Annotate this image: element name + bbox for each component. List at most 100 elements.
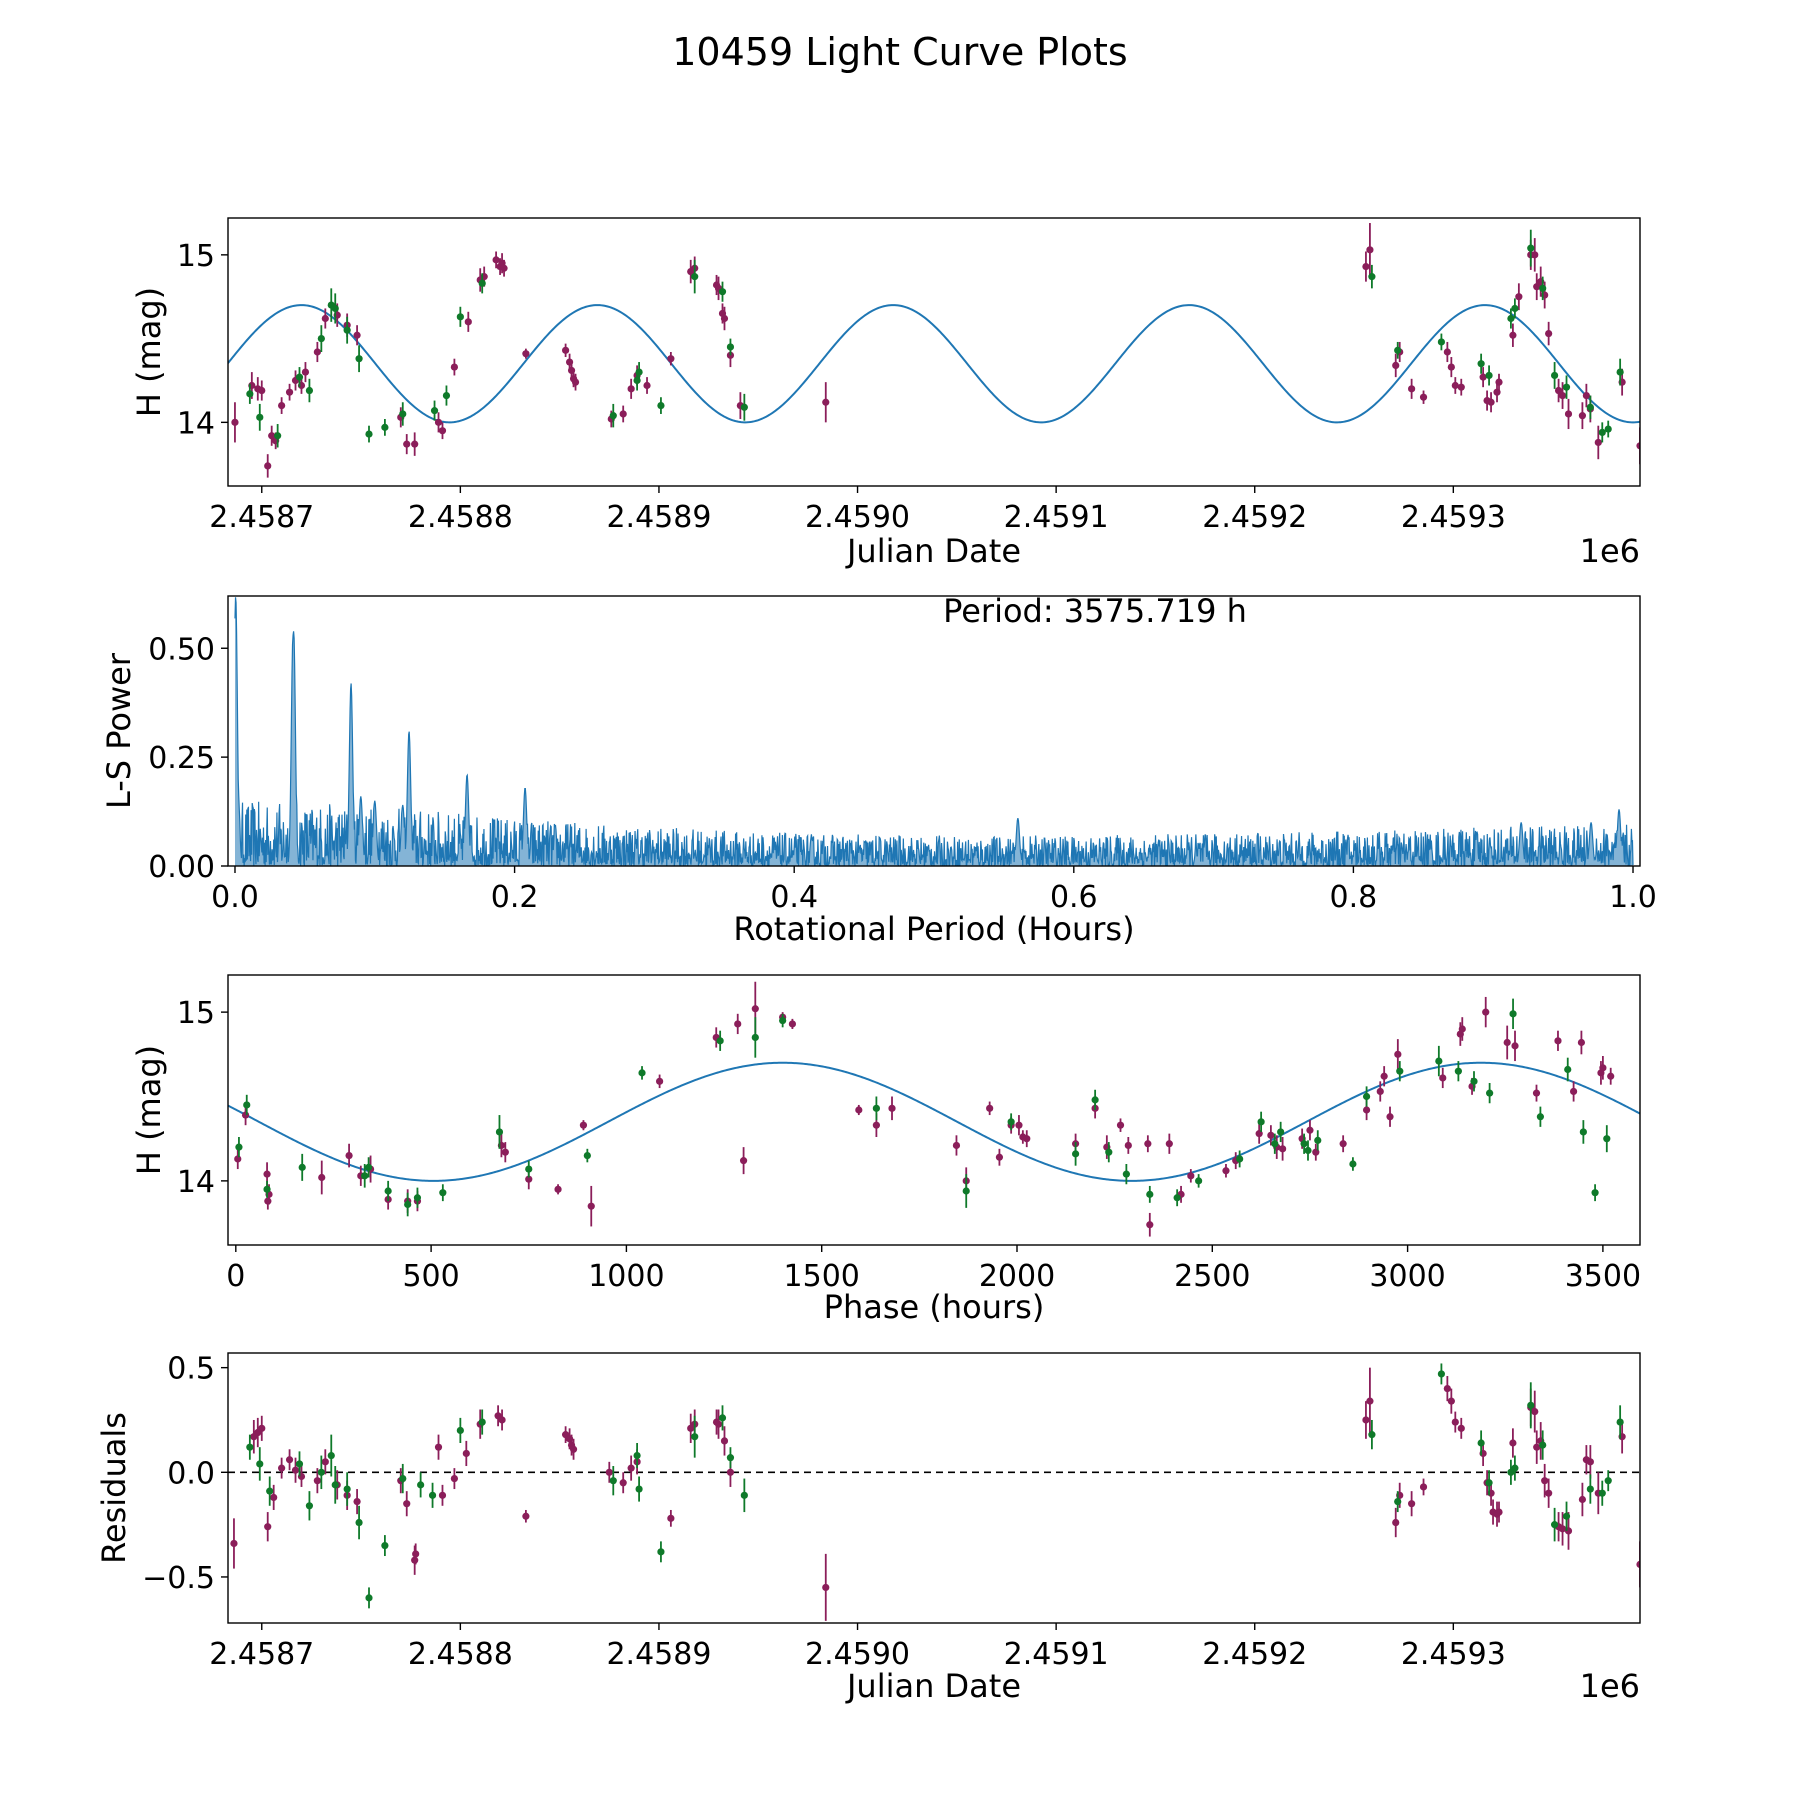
- lightcurve-point: [635, 368, 643, 376]
- residuals-ytick-label: −0.5: [142, 1561, 215, 1596]
- lightcurve-point: [822, 398, 830, 406]
- residuals-point: [1447, 1397, 1455, 1405]
- lightcurve-point: [1392, 361, 1400, 369]
- lightcurve-point: [1551, 371, 1559, 380]
- lightcurve-point: [1598, 428, 1606, 436]
- residuals-point: [522, 1512, 530, 1520]
- phased-point: [263, 1170, 271, 1178]
- lightcurve-ytick-label: 15: [177, 239, 215, 274]
- residuals-point: [1443, 1384, 1451, 1393]
- residuals-xtick-label: 2.4590: [805, 1637, 910, 1672]
- residuals-point: [258, 1424, 266, 1432]
- lightcurve-point: [571, 378, 580, 386]
- phased-point: [1105, 1148, 1113, 1156]
- phased-point: [1599, 1064, 1607, 1072]
- lightcurve-point: [1437, 338, 1446, 346]
- lightcurve-xtick-label: 2.4589: [606, 500, 711, 535]
- residuals-point: [1551, 1521, 1559, 1529]
- residuals-point: [1392, 1518, 1400, 1527]
- phased-point: [1195, 1177, 1203, 1185]
- residuals-point: [609, 1477, 617, 1485]
- phased-point: [495, 1128, 504, 1136]
- residuals-point: [295, 1460, 304, 1468]
- residuals-point: [355, 1518, 363, 1527]
- periodogram-power-fill: [234, 597, 1634, 866]
- lightcurve-point: [667, 355, 675, 363]
- residuals-xlabel: Julian Date: [845, 1667, 1021, 1705]
- residuals-point: [327, 1451, 335, 1460]
- lightcurve-point: [264, 462, 272, 470]
- residuals-point: [720, 1437, 729, 1445]
- phased-point: [1569, 1087, 1578, 1096]
- lightcurve-point: [1394, 346, 1402, 354]
- lightcurve-xlabel: Julian Date: [845, 532, 1021, 570]
- residuals-ytick-label: 0.5: [167, 1352, 215, 1387]
- phased-point: [1482, 1008, 1490, 1016]
- lightcurve-xtick-label: 2.4591: [1004, 500, 1109, 535]
- residuals-xtick-label: 2.4588: [408, 1637, 513, 1672]
- phased-point: [1277, 1128, 1285, 1136]
- lightcurve-point: [343, 326, 351, 334]
- residuals-point: [278, 1464, 286, 1472]
- residuals-point: [657, 1548, 665, 1556]
- lightcurve-xtick-label: 2.4587: [209, 500, 314, 535]
- lightcurve-ylabel: H (mag): [130, 287, 168, 417]
- phased-ytick-label: 15: [177, 996, 215, 1031]
- lightcurve-point: [1604, 425, 1612, 433]
- lightcurve-point: [399, 410, 407, 418]
- residuals-point: [264, 1523, 272, 1531]
- lightcurve-point: [720, 314, 729, 323]
- phased-ticks: 0 500 1000 1500 2000 2500 3000 3500 14 15: [177, 996, 1641, 1294]
- phased-point: [318, 1173, 326, 1182]
- residuals-point: [1598, 1489, 1606, 1497]
- residuals-point: [1451, 1418, 1459, 1426]
- phased-point: [501, 1148, 509, 1156]
- residuals-point: [230, 1539, 238, 1548]
- periodogram-xtick-label: 0.4: [770, 880, 818, 915]
- periodogram-ticks: 0.0 0.2 0.4 0.6 0.8 1.0 0.00 0.25 0.50: [148, 632, 1657, 915]
- lightcurve-point: [274, 432, 282, 440]
- lightcurve-point: [1564, 410, 1573, 418]
- lightcurve-point: [305, 386, 314, 395]
- phased-point: [656, 1077, 664, 1085]
- phased-xtick-label: 1500: [784, 1259, 860, 1294]
- phased-point: [1454, 1067, 1462, 1075]
- phased-point: [243, 1101, 251, 1109]
- lightcurve-point: [522, 350, 530, 358]
- lightcurve-xtick-label: 2.4588: [408, 500, 513, 535]
- residuals-xtick-label: 2.4589: [606, 1637, 711, 1672]
- residuals-point: [428, 1491, 437, 1499]
- residuals-point: [633, 1451, 641, 1460]
- phased-point: [235, 1143, 243, 1151]
- residuals-point: [266, 1487, 274, 1495]
- lightcurve-point: [1487, 398, 1495, 406]
- phased-point: [1267, 1131, 1275, 1139]
- lightcurve-point: [355, 355, 363, 363]
- residuals-point: [627, 1464, 635, 1472]
- lightcurve-point: [643, 381, 651, 390]
- lightcurve-frame: [227, 217, 1641, 487]
- periodogram-xtick-label: 1.0: [1609, 880, 1657, 915]
- residuals-point: [691, 1433, 699, 1441]
- lightcurve-point: [740, 403, 748, 411]
- phased-point: [1306, 1126, 1314, 1134]
- residuals-point: [667, 1514, 675, 1522]
- phased-point: [1314, 1136, 1322, 1144]
- phased-point: [554, 1185, 562, 1193]
- residuals-point: [412, 1550, 420, 1558]
- residuals-point: [417, 1481, 425, 1489]
- phased-point: [1486, 1089, 1494, 1097]
- phased-point: [1339, 1140, 1347, 1148]
- periodogram-xtick-label: 0.2: [491, 880, 539, 915]
- residuals-xtick-label: 2.4587: [209, 1637, 314, 1672]
- residuals-xtick-label: 2.4591: [1004, 1637, 1109, 1672]
- phased-model-curve: [228, 1061, 1640, 1182]
- residuals-point: [1541, 1477, 1549, 1485]
- phased-point: [779, 1016, 787, 1025]
- residuals-ytick-label: 0.0: [167, 1456, 215, 1491]
- phased-point: [1376, 1087, 1384, 1096]
- lightcurve-point: [1558, 391, 1567, 400]
- periodogram-ytick-label: 0.50: [148, 632, 215, 667]
- residuals-point: [343, 1485, 351, 1493]
